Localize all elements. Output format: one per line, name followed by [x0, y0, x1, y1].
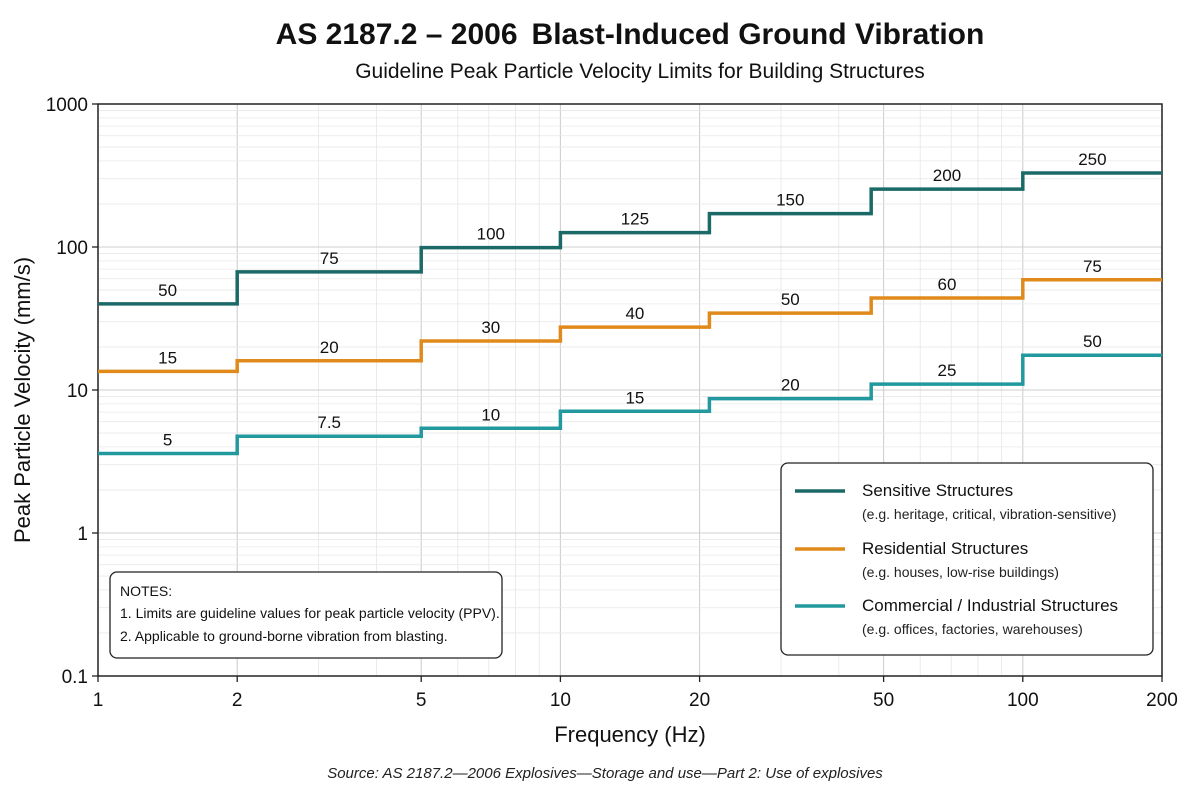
legend-frame — [780, 462, 1154, 656]
data-label: 75 — [320, 249, 339, 268]
y-tick-label: 1 — [77, 524, 88, 545]
x-tick-label: 100 — [1007, 690, 1039, 711]
data-label: 100 — [477, 225, 505, 244]
y-tick-label: 1000 — [46, 95, 88, 116]
source-note: Source: AS 2187.2—2006 Explosives—Storag… — [327, 765, 883, 782]
x-tick-label: 20 — [689, 690, 710, 711]
legend-entry-description: (e.g. offices, factories, warehouses) — [862, 621, 1083, 637]
data-label: 20 — [320, 338, 339, 357]
x-axis: 1 2 5 10 20 50 100 200 — [93, 676, 1178, 711]
x-axis-label: Frequency (Hz) — [554, 722, 706, 747]
notes-line: 2. Applicable to ground-borne vibration … — [120, 628, 448, 644]
y-tick-label: 10 — [67, 381, 88, 402]
data-label: 50 — [781, 290, 800, 309]
x-tick-label: 10 — [550, 690, 571, 711]
legend-entry-name: Residential Structures — [862, 539, 1028, 558]
series-line — [98, 171, 1162, 306]
data-label: 30 — [481, 318, 500, 337]
x-tick-label: 200 — [1146, 690, 1178, 711]
chart-title: AS 2187.2 – 2006 Blast-Induced Ground Vib… — [276, 18, 985, 51]
data-label: 7.5 — [317, 413, 341, 432]
y-tick-label: 100 — [56, 238, 88, 259]
legend-entry-description: (e.g. houses, low-rise buildings) — [862, 564, 1059, 580]
notes-frame — [109, 571, 503, 659]
x-tick-label: 5 — [416, 690, 427, 711]
x-tick-label: 2 — [232, 690, 243, 711]
notes-title: NOTES: — [120, 583, 172, 599]
data-label: 150 — [776, 191, 804, 210]
data-label: 50 — [158, 281, 177, 300]
data-label: 20 — [781, 376, 800, 395]
legend-entry-description: (e.g. heritage, critical, vibration-sens… — [862, 506, 1116, 522]
notes-box: NOTES: 1. Limits are guideline values fo… — [109, 571, 503, 659]
legend-entry-name: Sensitive Structures — [862, 481, 1013, 500]
y-axis-label: Peak Particle Velocity (mm/s) — [10, 257, 35, 543]
data-label: 125 — [621, 210, 649, 229]
series-line — [98, 353, 1162, 456]
data-label: 75 — [1083, 257, 1102, 276]
chart-title-suffix: Blast-Induced Ground Vibration — [532, 18, 985, 51]
data-label: 60 — [938, 275, 957, 294]
legend-entry-name: Commercial / Industrial Structures — [862, 596, 1118, 615]
data-label: 40 — [625, 304, 644, 323]
data-label: 5 — [163, 430, 172, 449]
data-label: 10 — [481, 405, 500, 424]
y-axis: 0.1 1 10 100 1000 — [46, 95, 98, 688]
data-label: 250 — [1078, 150, 1106, 169]
data-label: 200 — [933, 166, 961, 185]
value-labels: 50 75 100 125 150 200 250 15 20 30 40 50 60 75 5 7.5 10 1… — [158, 150, 1106, 449]
series-line — [98, 278, 1162, 374]
series-layer — [98, 171, 1162, 456]
x-tick-label: 1 — [93, 690, 104, 711]
chart-title-code: AS 2187.2 – 2006 — [276, 18, 518, 51]
y-tick-label: 0.1 — [62, 667, 88, 688]
chart-subtitle: Guideline Peak Particle Velocity Limits … — [355, 60, 925, 83]
data-label: 25 — [938, 361, 957, 380]
data-label: 50 — [1083, 332, 1102, 351]
data-label: 15 — [625, 388, 644, 407]
data-label: 15 — [158, 348, 177, 367]
legend: Sensitive Structures (e.g. heritage, cri… — [780, 462, 1154, 656]
x-tick-label: 50 — [873, 690, 894, 711]
notes-line: 1. Limits are guideline values for peak … — [120, 605, 500, 621]
